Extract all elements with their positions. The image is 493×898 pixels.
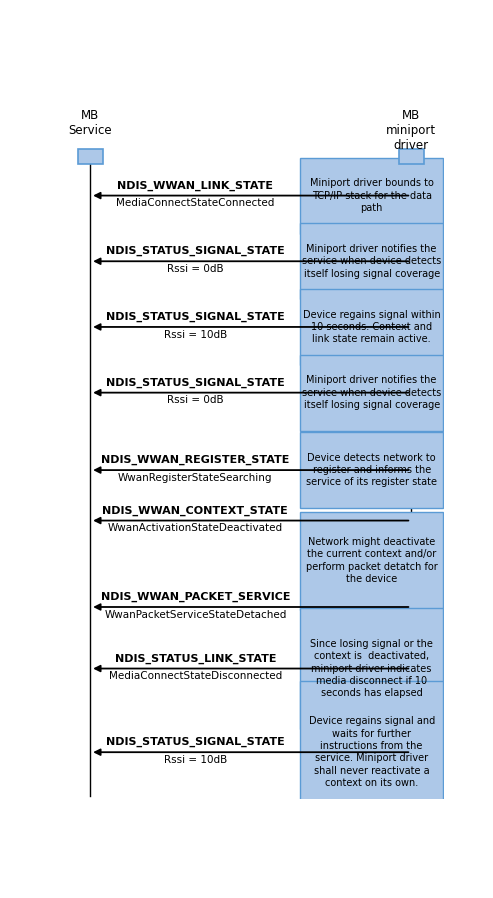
Text: NDIS_STATUS_LINK_STATE: NDIS_STATUS_LINK_STATE [114,654,276,664]
FancyBboxPatch shape [78,149,103,164]
Text: WwanPacketServiceStateDetached: WwanPacketServiceStateDetached [104,610,286,620]
FancyBboxPatch shape [300,512,443,610]
FancyBboxPatch shape [300,608,443,728]
Text: Rssi = 10dB: Rssi = 10dB [164,755,227,765]
Text: NDIS_WWAN_PACKET_SERVICE: NDIS_WWAN_PACKET_SERVICE [101,592,290,603]
Text: Miniport driver notifies the
service when device detects
itself losing signal co: Miniport driver notifies the service whe… [302,375,441,410]
Text: NDIS_STATUS_SIGNAL_STATE: NDIS_STATUS_SIGNAL_STATE [106,737,285,747]
FancyBboxPatch shape [300,157,443,233]
Text: Rssi = 0dB: Rssi = 0dB [167,395,224,405]
Text: MediaConnectStateConnected: MediaConnectStateConnected [116,198,275,208]
Text: MB
miniport
driver: MB miniport driver [386,110,436,152]
Text: NDIS_STATUS_SIGNAL_STATE: NDIS_STATUS_SIGNAL_STATE [106,312,285,322]
FancyBboxPatch shape [399,149,423,164]
Text: NDIS_WWAN_CONTEXT_STATE: NDIS_WWAN_CONTEXT_STATE [103,506,288,515]
Text: Miniport driver notifies the
service when device detects
itself losing signal co: Miniport driver notifies the service whe… [302,244,441,278]
Text: WwanRegisterStateSearching: WwanRegisterStateSearching [118,473,273,483]
Text: WwanActivationStateDeactivated: WwanActivationStateDeactivated [108,524,283,533]
Text: Device detects network to
register and informs the
service of its register state: Device detects network to register and i… [306,453,437,488]
Text: Rssi = 10dB: Rssi = 10dB [164,330,227,339]
Text: Since losing signal or the
context is  deactivated,
miniport driver indicates
me: Since losing signal or the context is de… [310,638,433,699]
Text: Rssi = 0dB: Rssi = 0dB [167,264,224,274]
Text: Network might deactivate
the current context and/or
perform packet detatch for
t: Network might deactivate the current con… [306,537,438,585]
Text: NDIS_WWAN_LINK_STATE: NDIS_WWAN_LINK_STATE [117,180,273,190]
FancyBboxPatch shape [300,432,443,508]
Text: MB
Service: MB Service [69,110,112,137]
Text: NDIS_STATUS_SIGNAL_STATE: NDIS_STATUS_SIGNAL_STATE [106,377,285,388]
Text: NDIS_WWAN_REGISTER_STATE: NDIS_WWAN_REGISTER_STATE [101,455,289,465]
FancyBboxPatch shape [300,681,443,823]
FancyBboxPatch shape [300,289,443,365]
Text: Device regains signal within
10 seconds. Context and
link state remain active.: Device regains signal within 10 seconds.… [303,310,441,344]
FancyBboxPatch shape [300,355,443,431]
Text: Device regains signal and
waits for further
instructions from the
service. Minip: Device regains signal and waits for furt… [309,717,435,788]
Text: NDIS_STATUS_SIGNAL_STATE: NDIS_STATUS_SIGNAL_STATE [106,246,285,257]
Text: Miniport driver bounds to
TCP/IP stack for the data
path: Miniport driver bounds to TCP/IP stack f… [310,178,434,213]
Text: MediaConnectStateDisconnected: MediaConnectStateDisconnected [109,672,282,682]
FancyBboxPatch shape [300,224,443,299]
